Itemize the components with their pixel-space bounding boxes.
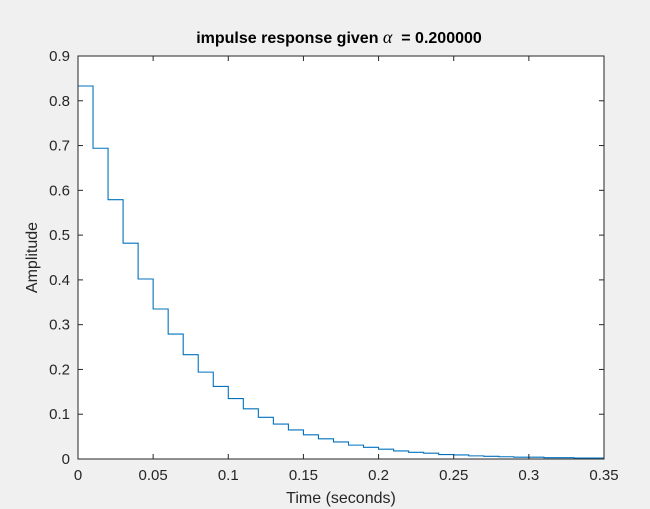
y-tick-label: 0.1 [49, 406, 70, 423]
x-tick-label: 0.2 [368, 467, 389, 484]
y-tick-label: 0.9 [49, 48, 70, 65]
chart-title: impulse response given α = 0.200000 [196, 27, 482, 47]
axes-box [77, 55, 605, 460]
x-tick-label: 0 [74, 467, 82, 484]
x-tick-label: 0.1 [218, 467, 239, 484]
x-axis-label: Time (seconds) [286, 490, 396, 507]
plot-area[interactable] [78, 56, 604, 459]
y-tick-label: 0.3 [49, 317, 70, 334]
x-tick-label: 0.3 [518, 467, 539, 484]
impulse-response-line [78, 85, 604, 459]
y-axis-ticks: 0 0.1 0.2 0.3 0.4 0.5 0.6 0.7 0.8 0.9 [49, 48, 604, 468]
x-tick-label: 0.15 [289, 467, 318, 484]
y-tick-label: 0.4 [49, 272, 70, 289]
x-tick-label: 0.35 [589, 467, 618, 484]
y-tick-label: 0.2 [49, 361, 70, 378]
chart-title-part: = 0.200000 [392, 30, 482, 47]
y-tick-label: 0.6 [49, 182, 70, 199]
y-tick-label: 0.7 [49, 138, 70, 155]
y-tick-label: 0.8 [49, 93, 70, 110]
chart-title-part: impulse response given [196, 30, 383, 47]
x-axis-ticks: 0 0.05 0.1 0.15 0.2 0.25 0.3 0.35 [74, 56, 619, 484]
impulse-response-series [78, 85, 604, 459]
y-tick-label: 0 [62, 451, 70, 468]
y-tick-label: 0.5 [49, 227, 70, 244]
chart-title-part: α [383, 27, 393, 47]
x-tick-label: 0.25 [439, 467, 468, 484]
x-tick-label: 0.05 [139, 467, 168, 484]
y-axis-label: Amplitude [24, 222, 41, 293]
